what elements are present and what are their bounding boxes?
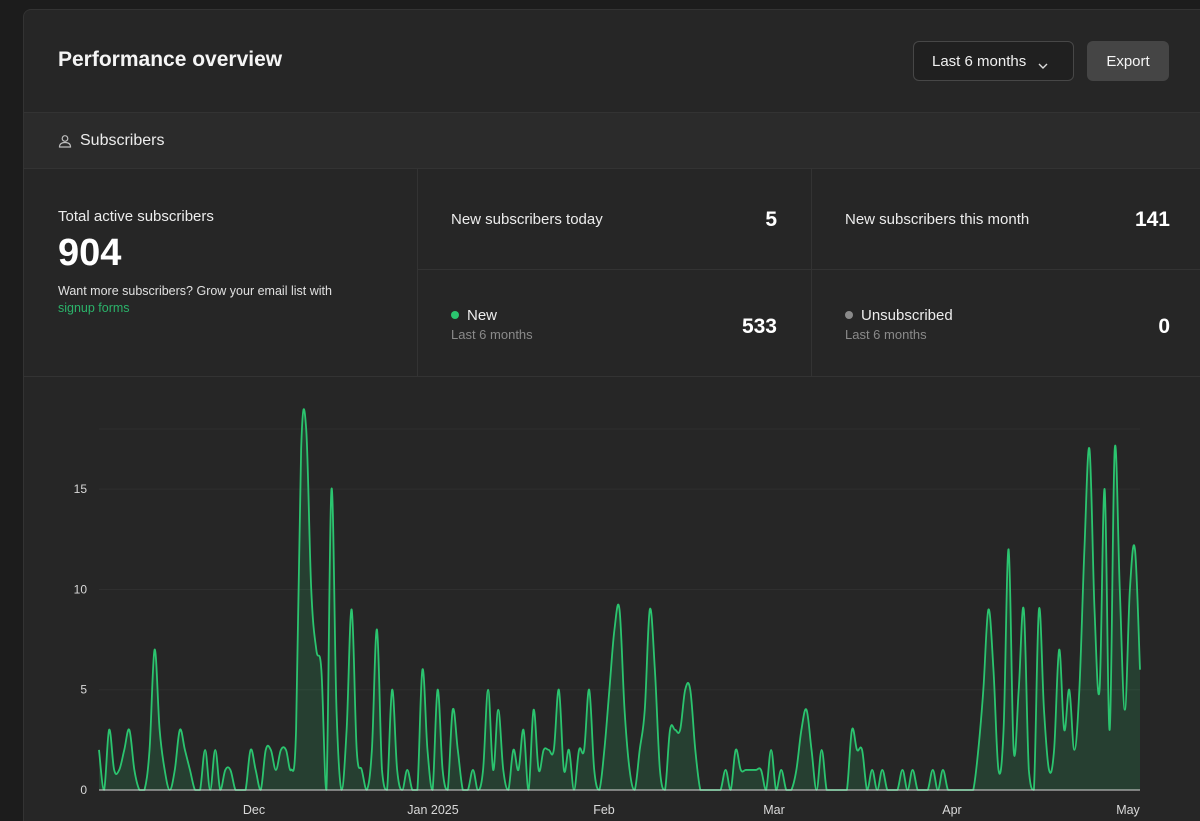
subscribers-chart: 0 5 10 15 Dec Jan 2025 Feb Mar Apr May xyxy=(24,377,1200,821)
divider xyxy=(417,169,418,377)
stat-unsubscribed: Unsubscribed Last 6 months 0 xyxy=(811,269,1200,377)
series-area xyxy=(99,409,1140,790)
x-tick-label: Feb xyxy=(593,803,615,817)
x-tick-label: Mar xyxy=(763,803,785,817)
card-header: Performance overview Last 6 months Expor… xyxy=(24,10,1200,112)
stat-unsub-label: Unsubscribed xyxy=(861,307,953,324)
performance-overview-card: Performance overview Last 6 months Expor… xyxy=(23,9,1200,821)
stat-new-month-label: New subscribers this month xyxy=(845,211,1030,228)
unsub-legend-dot xyxy=(845,311,853,320)
stat-new-today-value: 5 xyxy=(765,208,777,231)
subscribers-chart-svg: 0 5 10 15 Dec Jan 2025 Feb Mar Apr May xyxy=(74,408,1141,817)
x-tick-label: May xyxy=(1116,803,1140,817)
date-range-select[interactable]: Last 6 months xyxy=(913,41,1074,81)
stat-new-today-label: New subscribers today xyxy=(451,211,603,228)
stat-new-today: New subscribers today 5 xyxy=(417,169,811,269)
chevron-down-icon xyxy=(1038,57,1048,69)
stat-unsub-sub: Last 6 months xyxy=(845,327,927,342)
user-icon xyxy=(58,134,72,148)
divider xyxy=(417,269,1200,270)
signup-forms-link[interactable]: signup forms xyxy=(58,301,130,315)
page-title: Performance overview xyxy=(58,48,283,71)
stat-new: New Last 6 months 533 xyxy=(417,269,811,377)
divider xyxy=(811,169,812,377)
x-tick-label: Dec xyxy=(243,803,265,817)
stat-new-month: New subscribers this month 141 xyxy=(811,169,1200,269)
new-legend-dot xyxy=(451,311,459,320)
date-range-label: Last 6 months xyxy=(932,52,1027,70)
subscribers-tab[interactable]: Subscribers xyxy=(24,112,1200,169)
y-tick-label: 10 xyxy=(74,582,88,596)
export-button[interactable]: Export xyxy=(1087,41,1169,81)
y-tick-label: 5 xyxy=(80,683,87,697)
stat-new-label-row: New xyxy=(451,307,497,324)
stat-new-value: 533 xyxy=(741,315,777,338)
series-line xyxy=(98,408,1141,791)
x-tick-label: Jan 2025 xyxy=(407,803,458,817)
total-active-value: 904 xyxy=(58,232,122,274)
signup-cta: Want more subscribers? Grow your email l… xyxy=(58,283,398,317)
y-tick-label: 15 xyxy=(74,482,88,496)
stat-new-month-value: 141 xyxy=(1134,208,1170,231)
stat-unsub-value: 0 xyxy=(1158,315,1170,338)
total-active-subscribers: Total active subscribers 904 Want more s… xyxy=(58,207,398,317)
y-tick-label: 0 xyxy=(80,783,87,797)
subscribers-tab-label: Subscribers xyxy=(80,131,165,149)
stats-panel: Total active subscribers 904 Want more s… xyxy=(24,169,1200,377)
stat-new-label: New xyxy=(467,307,498,324)
total-active-label: Total active subscribers xyxy=(58,208,214,225)
signup-cta-text: Want more subscribers? Grow your email l… xyxy=(58,284,332,298)
x-tick-label: Apr xyxy=(942,803,961,817)
stat-unsub-label-row: Unsubscribed xyxy=(845,307,953,324)
stat-new-sub: Last 6 months xyxy=(451,327,533,342)
